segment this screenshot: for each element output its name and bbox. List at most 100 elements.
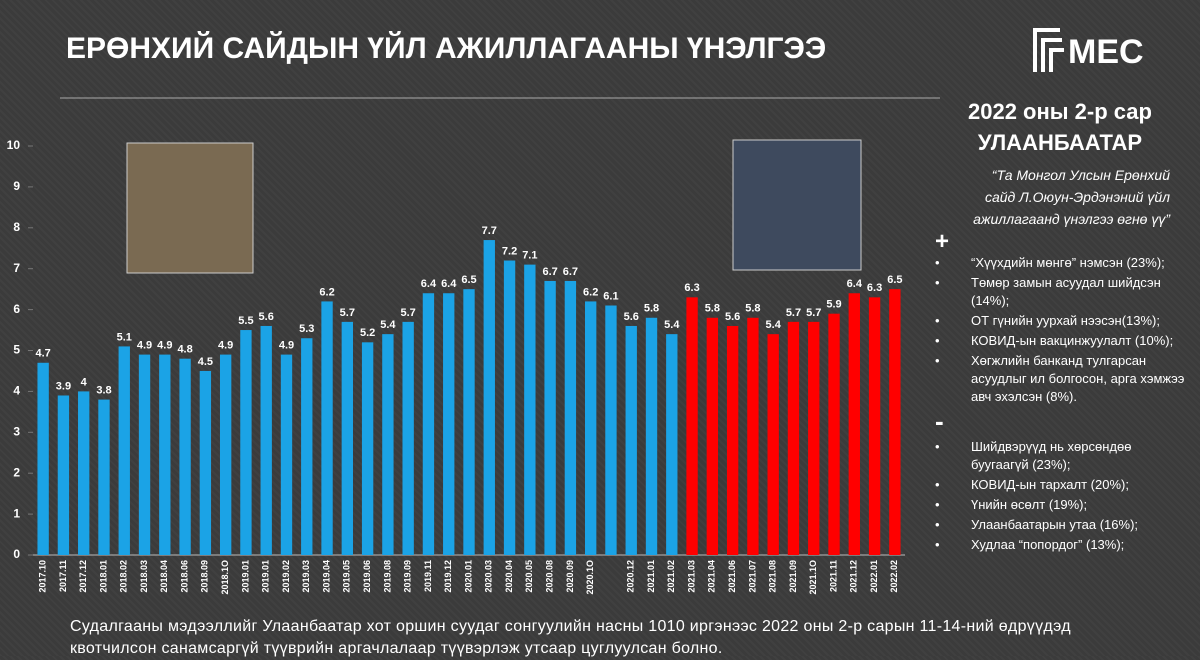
data-label: 5.6 xyxy=(259,311,274,323)
x-tick-label: 2017.12 xyxy=(78,560,88,593)
bullet-item: “Хүүхдийн мөнгө” нэмсэн (23%); xyxy=(935,254,1185,272)
x-tick-label: 2021.03 xyxy=(686,560,696,593)
data-label: 6.3 xyxy=(684,282,699,294)
data-label: 5.7 xyxy=(401,307,416,319)
bar xyxy=(503,260,516,555)
positive-list: “Хүүхдийн мөнгө” нэмсэн (23%); Төмөр замы… xyxy=(935,254,1185,406)
chart-title: ЕРӨНХИЙ САЙДЫН ҮЙЛ АЖИЛЛАГААНЫ ҮНЭЛГЭЭ xyxy=(66,31,826,65)
bar xyxy=(98,399,110,555)
data-label: 3.9 xyxy=(56,380,71,392)
data-label: 5.8 xyxy=(644,303,659,315)
footnote: Судалгааны мэдээллийг Улаанбаатар хот ор… xyxy=(70,618,1071,657)
data-label: 6.4 xyxy=(421,278,437,290)
x-tick-label: 2021.01 xyxy=(646,560,656,593)
data-label: 6.5 xyxy=(887,274,902,286)
bar xyxy=(868,297,881,555)
bar xyxy=(808,321,820,555)
x-tick-label: 2018.02 xyxy=(119,560,129,593)
data-label: 5.4 xyxy=(664,319,680,331)
data-label: 4.9 xyxy=(279,339,294,351)
bullet-item: ОТ гүнийн уурхай нээсэн(13%); xyxy=(935,312,1185,330)
data-label: 6.3 xyxy=(867,282,882,294)
data-label: 5.2 xyxy=(360,327,375,339)
x-tick-label: 2021.06 xyxy=(727,560,737,593)
data-label: 6.1 xyxy=(603,290,618,302)
bar xyxy=(280,354,293,555)
x-tick-label: 2020.12 xyxy=(626,560,636,593)
bar xyxy=(78,391,90,555)
x-tick-label: 2020.05 xyxy=(524,560,534,593)
bar xyxy=(625,325,637,555)
data-label: 6.7 xyxy=(542,266,557,278)
photo-frame xyxy=(126,142,254,274)
x-tick-label: 2021.11 xyxy=(828,560,838,592)
bar xyxy=(402,321,414,555)
bullet-item: Худлаа “попордог” (13%); xyxy=(935,536,1185,554)
y-tick-label: 8 xyxy=(13,220,20,234)
x-tick-label: 2022.02 xyxy=(889,560,899,593)
y-tick-label: 2 xyxy=(13,465,20,479)
data-label: 5.7 xyxy=(806,307,821,319)
bar xyxy=(463,289,475,555)
x-tick-label: 2020.08 xyxy=(544,560,554,593)
bar xyxy=(666,334,678,555)
y-tick-label: 5 xyxy=(13,343,20,357)
bar xyxy=(199,370,212,555)
bar xyxy=(382,334,394,555)
x-tick-label: 2019.09 xyxy=(403,560,413,593)
x-tick-label: 2019.03 xyxy=(301,560,311,593)
x-tick-label: 2018.06 xyxy=(179,560,189,593)
x-tick-label: 2018.04 xyxy=(159,560,169,593)
data-label: 4.9 xyxy=(137,339,152,351)
data-label: 3.8 xyxy=(96,384,111,396)
x-tick-label: 2020.1O xyxy=(585,560,595,595)
bullet-item: Төмөр замын асуудал шийдсэн (14%); xyxy=(935,274,1185,310)
data-label: 5.6 xyxy=(725,311,740,323)
data-label: 5.8 xyxy=(745,303,760,315)
x-tick-label: 2018.01 xyxy=(98,560,108,593)
data-label: 6.4 xyxy=(847,278,863,290)
x-tick-label: 2019.01 xyxy=(261,560,271,593)
x-tick-label: 2017.11 xyxy=(58,560,68,592)
x-tick-label: 2020.09 xyxy=(565,560,575,593)
data-label: 7.2 xyxy=(502,245,517,257)
y-tick-label: 9 xyxy=(13,179,20,193)
bar xyxy=(219,354,232,555)
bar xyxy=(260,325,272,555)
x-tick-label: 2021.12 xyxy=(849,560,859,593)
bullet-item: Шийдвэрүүд нь хөрсөндөө буугаагүй (23%); xyxy=(935,438,1185,474)
x-tick-label: 2020.03 xyxy=(484,560,494,593)
bullet-item: Улаанбаатарын утаа (16%); xyxy=(935,516,1185,534)
bar xyxy=(564,280,577,555)
data-label: 6.2 xyxy=(583,286,598,298)
bar xyxy=(159,354,171,555)
bar xyxy=(828,313,840,555)
bar xyxy=(524,264,536,555)
x-tick-label: 2021.04 xyxy=(707,560,717,593)
x-tick-label: 2018.1O xyxy=(220,560,230,595)
data-label: 5.1 xyxy=(117,331,132,343)
bullet-item: КОВИД-ын тархалт (20%); xyxy=(935,476,1185,494)
x-tick-label: 2021.07 xyxy=(747,560,757,593)
data-label: 4.7 xyxy=(35,348,50,360)
x-tick-label: 2019.08 xyxy=(382,560,392,593)
bar xyxy=(443,293,455,555)
data-label: 4.9 xyxy=(157,339,172,351)
x-tick-label: 2019.06 xyxy=(362,560,372,593)
x-tick-label: 2019.12 xyxy=(443,560,453,593)
x-tick-label: 2021.09 xyxy=(788,560,798,593)
data-label: 5.8 xyxy=(705,303,720,315)
x-tick-label: 2020.01 xyxy=(463,560,473,593)
negative-list: Шийдвэрүүд нь хөрсөндөө буугаагүй (23%);… xyxy=(935,438,1185,554)
minus-sign: - xyxy=(935,406,944,436)
bar xyxy=(57,395,70,555)
data-label: 7.7 xyxy=(482,225,497,237)
bar xyxy=(889,289,901,555)
x-tick-label: 2019.05 xyxy=(342,560,352,593)
panel-question: “Та Монгол Улсын Ерөнхий сайд Л.Оюун-Эрд… xyxy=(973,167,1170,227)
bar xyxy=(706,317,719,555)
bar xyxy=(605,305,617,555)
bullet-item: Үнийн өсөлт (19%); xyxy=(935,496,1185,514)
